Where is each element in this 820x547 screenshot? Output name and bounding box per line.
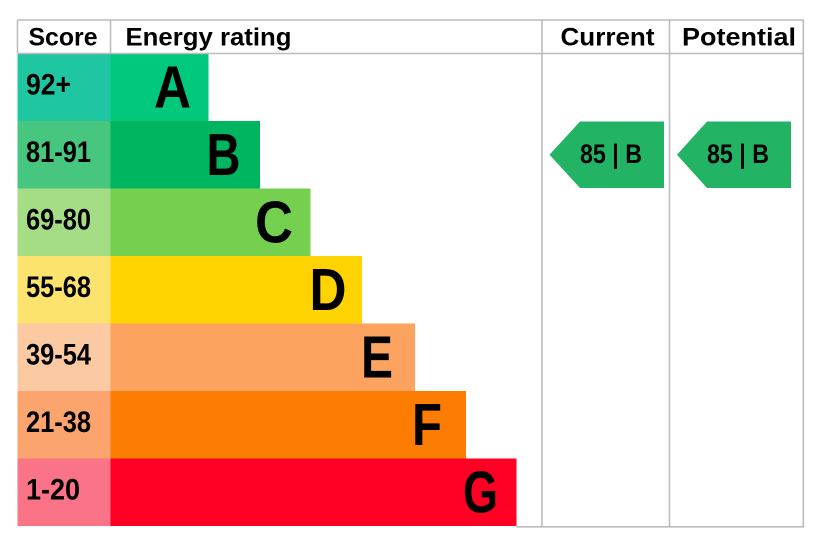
- svg-text:39-54: 39-54: [26, 339, 91, 372]
- svg-text:1-20: 1-20: [26, 474, 80, 507]
- svg-text:E: E: [361, 325, 393, 391]
- svg-text:D: D: [310, 257, 347, 323]
- svg-text:85 | B: 85 | B: [580, 139, 642, 169]
- svg-text:69-80: 69-80: [26, 204, 91, 237]
- svg-text:F: F: [412, 392, 442, 458]
- svg-text:21-38: 21-38: [26, 406, 91, 439]
- svg-text:G: G: [463, 460, 498, 526]
- svg-text:Score: Score: [29, 23, 98, 51]
- svg-text:85 | B: 85 | B: [707, 139, 769, 169]
- svg-text:81-91: 81-91: [26, 136, 91, 169]
- svg-text:55-68: 55-68: [26, 271, 91, 304]
- svg-text:A: A: [154, 55, 191, 121]
- svg-text:Current: Current: [561, 23, 656, 51]
- svg-text:92+: 92+: [26, 69, 71, 102]
- svg-text:C: C: [255, 190, 293, 256]
- svg-text:Energy rating: Energy rating: [126, 23, 292, 51]
- svg-text:Potential: Potential: [682, 23, 796, 51]
- svg-text:B: B: [207, 122, 241, 188]
